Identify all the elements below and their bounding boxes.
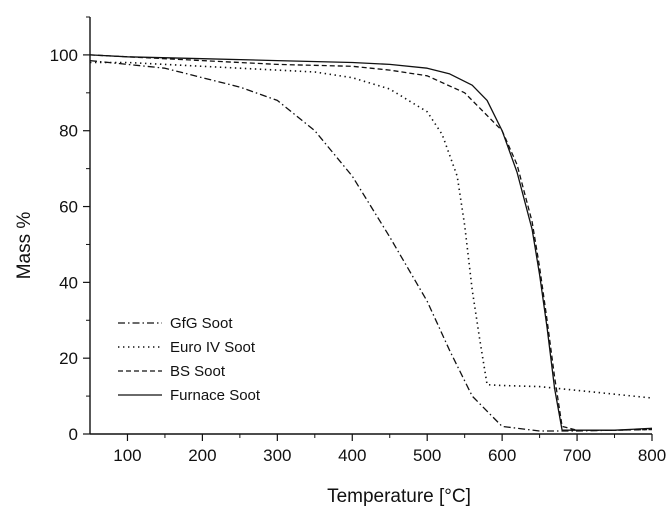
x-tick-label: 300 (263, 446, 291, 465)
series-line-euro-iv-soot (90, 61, 653, 399)
axes: 100 200 300 400 500 600 700 800 0 20 40 60 80 100 (50, 16, 666, 465)
x-tick-label: 200 (188, 446, 216, 465)
legend: GfG Soot Euro IV Soot BS Soot Furnace Soot (118, 315, 261, 404)
y-tick-label: 80 (59, 122, 78, 141)
x-tick-label: 400 (338, 446, 366, 465)
x-tick-label: 600 (488, 446, 516, 465)
legend-label: BS Soot (170, 363, 226, 380)
legend-label: Furnace Soot (170, 387, 261, 404)
x-tick-label: 700 (563, 446, 591, 465)
y-tick-label: 40 (59, 273, 78, 292)
y-tick-label: 60 (59, 198, 78, 217)
x-tick-label: 500 (413, 446, 441, 465)
legend-label: GfG Soot (170, 315, 233, 332)
x-tick-label: 100 (113, 446, 141, 465)
y-tick-label: 0 (69, 425, 78, 444)
series-layer (89, 54, 653, 432)
y-tick-label: 100 (50, 46, 78, 65)
y-axis-title: Mass % (14, 212, 35, 280)
legend-label: Euro IV Soot (170, 339, 256, 356)
y-tick-label: 20 (59, 349, 78, 368)
series-line-furnace-soot (89, 54, 653, 431)
x-axis-title: Temperature [°C] (327, 486, 471, 507)
x-tick-label: 800 (638, 446, 666, 465)
series-line-gfg-soot (89, 59, 653, 432)
